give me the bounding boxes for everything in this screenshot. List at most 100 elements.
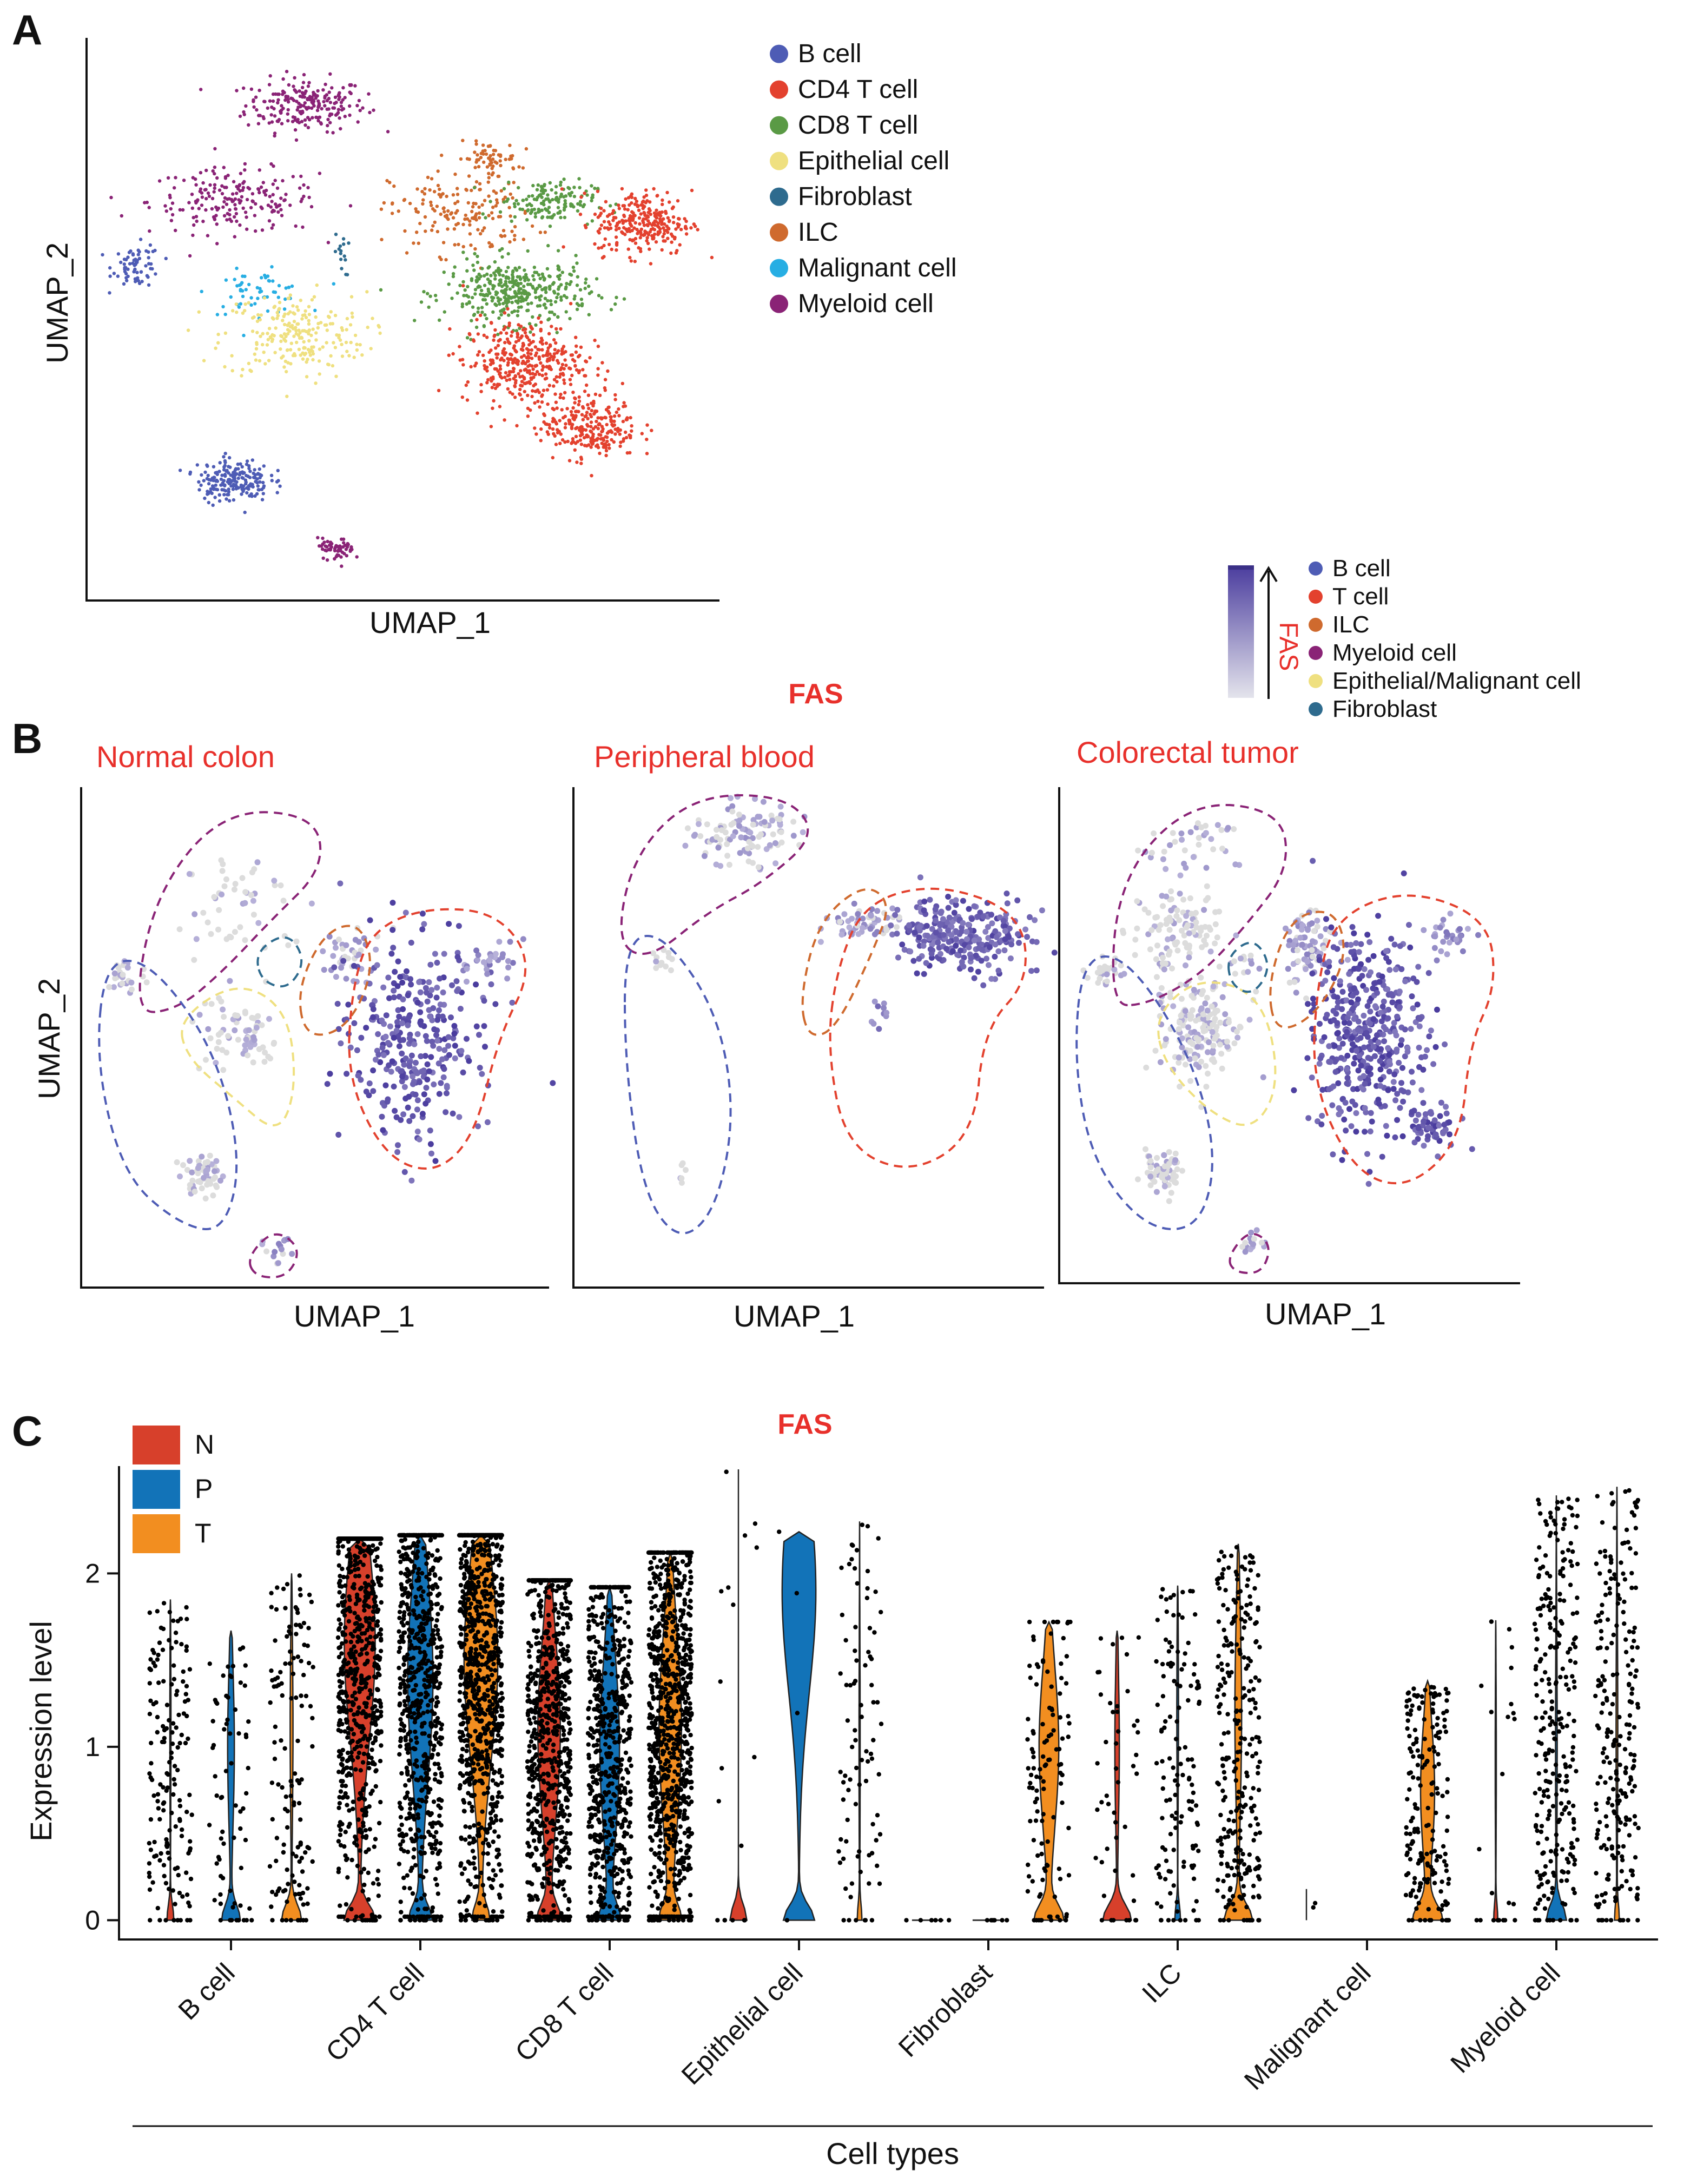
umap-point-b-cell [245, 491, 249, 495]
umap-point-cd8-t-cell [525, 218, 529, 222]
fas-point [758, 831, 764, 837]
fas-point [678, 1179, 685, 1186]
umap-point-b-cell [240, 492, 243, 496]
fas-point [1205, 895, 1211, 901]
fas-point [452, 1042, 458, 1049]
fas-point [1344, 956, 1351, 963]
fas-point [242, 1042, 248, 1048]
umap-point-cd4-t-cell [642, 217, 645, 221]
umap-point-ilc [445, 213, 449, 217]
fas-point [736, 823, 742, 829]
umap-point-myeloid-cell [284, 193, 288, 196]
umap-point-cd8-t-cell [438, 318, 441, 322]
umap-point-myeloid-cell [314, 115, 318, 119]
fas-point [1394, 1117, 1401, 1123]
fas-point [505, 964, 512, 971]
fas-point [1355, 996, 1361, 1002]
fas-point [464, 966, 470, 972]
umap-point-cd8-t-cell [515, 268, 519, 272]
fas-point [920, 942, 927, 949]
fas-point [1153, 956, 1159, 962]
fas-point [1161, 1163, 1168, 1170]
fas-point [1177, 872, 1184, 879]
umap-point-cd4-t-cell [615, 410, 619, 414]
legend-b-label-epithelial-malignant-cell: Epithelial/Malignant cell [1332, 668, 1581, 694]
fas-point [343, 975, 349, 982]
legend-a-label-fibroblast: Fibroblast [798, 182, 912, 211]
fas-point [1179, 1167, 1185, 1174]
umap-point-cd4-t-cell [530, 394, 534, 399]
fas-point [1367, 1065, 1374, 1072]
fas-point [729, 808, 736, 815]
umap-point-cd4-t-cell [567, 366, 571, 370]
fas-point [948, 932, 955, 939]
fas-point [143, 979, 150, 986]
fas-point [730, 820, 737, 826]
umap-point-b-cell [253, 476, 257, 480]
umap-point-epithelial-cell [333, 313, 338, 318]
umap-points-colorectal-tumor [1075, 804, 1495, 1275]
umap-point-cd8-t-cell [490, 299, 494, 303]
fas-point [242, 1008, 248, 1015]
fas-point [421, 1091, 427, 1098]
umap-point-cd8-t-cell [428, 294, 432, 298]
fas-point [838, 932, 845, 938]
umap-point-myeloid-cell [232, 180, 236, 183]
umap-point-ilc [497, 174, 501, 179]
umap-point-epithelial-cell [250, 329, 255, 333]
umap-point-cd4-t-cell [553, 392, 557, 396]
umap-points-a [101, 70, 714, 568]
umap-point-cd8-t-cell [553, 300, 558, 304]
umap-point-myeloid-cell [254, 202, 257, 206]
umap-point-myeloid-cell [271, 182, 275, 186]
fas-point [1411, 1139, 1418, 1146]
umap-point-epithelial-cell [305, 360, 308, 364]
umap-point-epithelial-cell [337, 336, 341, 340]
umap-point-ilc [379, 207, 384, 211]
fas-point [392, 1107, 398, 1114]
fas-point [507, 939, 513, 945]
umap-point-myeloid-cell [221, 205, 225, 209]
umap-point-epithelial-cell [235, 311, 239, 314]
umap-point-cd8-t-cell [524, 292, 529, 296]
umap-point-myeloid-cell [228, 213, 232, 217]
umap-point-b-cell [245, 463, 249, 466]
umap-point-b-cell [123, 269, 127, 274]
fas-point [1251, 1236, 1257, 1242]
fas-point [1168, 1190, 1174, 1196]
fas-point [1161, 848, 1167, 855]
fas-point [1353, 940, 1359, 946]
umap-point-myeloid-cell [311, 116, 314, 120]
umap-point-myeloid-cell [331, 131, 335, 135]
umap-point-cd8-t-cell [529, 330, 532, 334]
fas-point [768, 813, 775, 819]
umap-point-cd4-t-cell [511, 392, 514, 396]
umap-point-ilc [468, 219, 472, 223]
fas-point [1219, 994, 1226, 1000]
umap-point-cd4-t-cell [621, 221, 625, 225]
umap-point-epithelial-cell [276, 314, 280, 318]
umap-point-myeloid-cell [341, 86, 345, 90]
fas-point [968, 955, 974, 961]
umap-point-cd8-t-cell [548, 287, 552, 291]
fas-point [382, 1033, 389, 1040]
fas-point [441, 1066, 447, 1072]
umap-point-cd8-t-cell [517, 305, 521, 309]
umap-point-b-cell [213, 496, 217, 499]
umap-point-cd4-t-cell [552, 384, 556, 388]
umap-point-cd8-t-cell [556, 264, 560, 268]
umap-point-cd4-t-cell [633, 221, 637, 225]
violin-point [174, 1640, 179, 1645]
umap-point-ilc [438, 255, 441, 259]
umap-point-myeloid-cell [318, 171, 322, 175]
legend-b-dot-fibroblast [1309, 702, 1323, 716]
umap-point-cd8-t-cell [575, 302, 579, 306]
umap-point-cd4-t-cell [659, 214, 663, 218]
fas-point [1295, 958, 1302, 965]
umap-point-cd8-t-cell [505, 285, 509, 288]
umap-point-cd4-t-cell [679, 228, 683, 232]
umap-point-myeloid-cell [302, 95, 306, 99]
umap-point-cd8-t-cell [609, 308, 613, 312]
umap-point-b-cell [244, 482, 248, 486]
